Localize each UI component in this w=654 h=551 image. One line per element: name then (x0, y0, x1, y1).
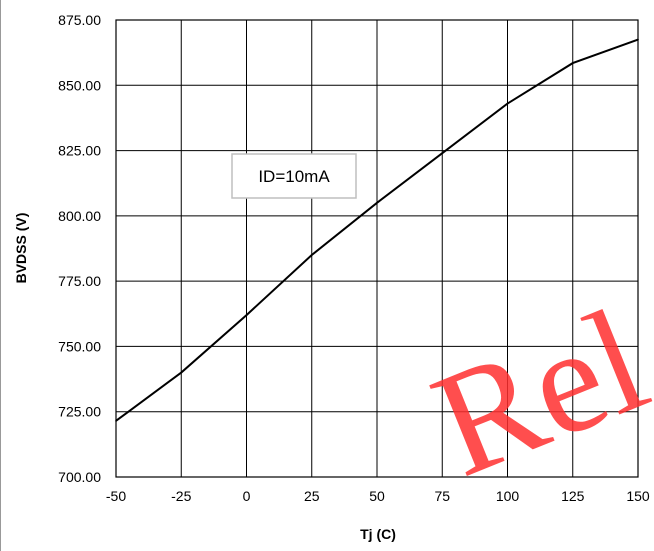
y-tick-label: 875.00 (58, 12, 101, 28)
data-point (571, 62, 574, 64)
annotation-box: ID=10mA (231, 153, 357, 199)
y-tick-label: 750.00 (58, 338, 101, 354)
data-point (506, 102, 509, 105)
x-tick-labels: -50 -25 0 25 50 75 100 125 150 (106, 488, 650, 504)
data-point (441, 152, 444, 154)
x-tick-label: 0 (243, 488, 251, 504)
series-group (115, 38, 639, 422)
x-tick-label: -25 (171, 488, 191, 504)
y-tick-label: 700.00 (58, 469, 101, 485)
data-point (310, 254, 313, 256)
data-point (115, 420, 117, 422)
x-tick-label: 100 (496, 488, 520, 504)
x-tick-label: 150 (626, 488, 650, 504)
x-axis-title: Tj (C) (360, 526, 396, 542)
data-point (180, 371, 183, 374)
y-tick-label: 725.00 (58, 404, 101, 420)
grid-lines (116, 20, 638, 477)
y-tick-label: 825.00 (58, 143, 101, 159)
annotation-text: ID=10mA (258, 167, 330, 186)
x-tick-label: 75 (434, 488, 450, 504)
x-tick-label: 25 (304, 488, 320, 504)
x-tick-label: 50 (369, 488, 385, 504)
watermark-text: Rel (412, 277, 654, 509)
data-point (245, 314, 248, 316)
plot-area (115, 19, 639, 478)
x-tick-label: 125 (561, 488, 585, 504)
plot-border (115, 19, 639, 478)
y-tick-label: 850.00 (58, 77, 101, 93)
y-axis-title: BVDSS (V) (13, 213, 29, 284)
data-point (637, 38, 639, 41)
data-point (376, 202, 378, 204)
y-tick-label: 800.00 (58, 208, 101, 224)
x-tick-label: -50 (106, 488, 126, 504)
y-tick-labels: 700.00 725.00 750.00 775.00 800.00 825.00 850.… (58, 12, 101, 485)
y-tick-label: 775.00 (58, 273, 101, 289)
